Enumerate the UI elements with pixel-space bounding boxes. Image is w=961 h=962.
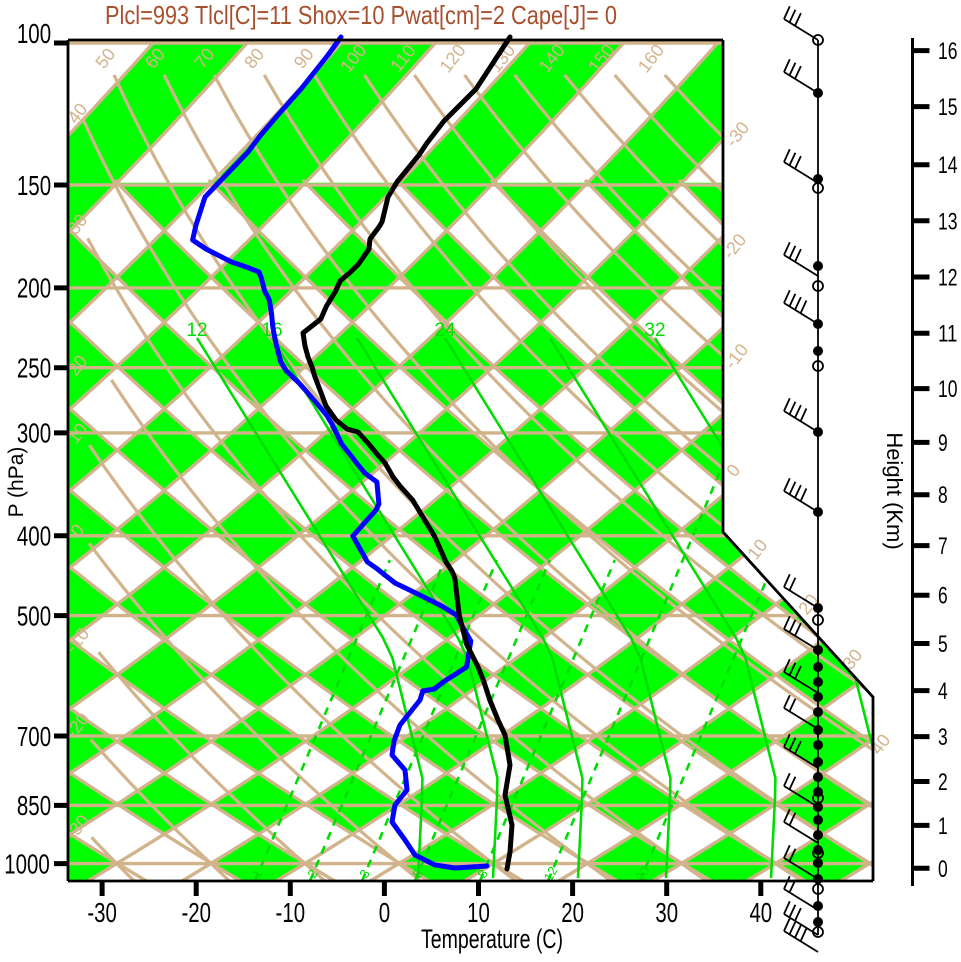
- svg-text:Height (Km): Height (Km): [882, 432, 907, 549]
- svg-text:12: 12: [540, 864, 560, 884]
- svg-text:400: 400: [17, 521, 51, 552]
- svg-text:850: 850: [17, 790, 51, 821]
- svg-text:4: 4: [938, 678, 948, 705]
- svg-text:15: 15: [938, 94, 958, 121]
- svg-text:20: 20: [561, 897, 584, 928]
- svg-text:1000: 1000: [4, 848, 50, 879]
- svg-text:6: 6: [938, 583, 948, 610]
- svg-text:150: 150: [17, 170, 51, 201]
- svg-text:-30: -30: [87, 897, 117, 928]
- svg-text:Plcl=993 Tlcl[C]=11 Shox=10 Pw: Plcl=993 Tlcl[C]=11 Shox=10 Pwat[cm]=2 C…: [105, 0, 617, 30]
- svg-text:-10: -10: [276, 897, 306, 928]
- svg-text:100: 100: [17, 18, 51, 49]
- svg-text:9: 9: [938, 430, 948, 457]
- svg-text:11: 11: [938, 321, 958, 348]
- svg-text:0: 0: [379, 897, 390, 928]
- svg-text:700: 700: [17, 721, 51, 752]
- svg-text:32: 32: [644, 320, 665, 341]
- svg-text:10: 10: [467, 897, 490, 928]
- svg-text:10: 10: [938, 376, 958, 403]
- svg-text:3: 3: [938, 724, 948, 751]
- svg-text:0: 0: [938, 856, 948, 883]
- svg-text:12: 12: [938, 265, 958, 292]
- svg-text:P (hPa): P (hPa): [5, 447, 28, 518]
- svg-text:2: 2: [938, 769, 948, 796]
- svg-text:14: 14: [938, 152, 958, 179]
- svg-text:12: 12: [186, 320, 207, 341]
- svg-text:300: 300: [17, 418, 51, 449]
- svg-text:20: 20: [632, 864, 652, 884]
- svg-text:24: 24: [434, 320, 456, 341]
- svg-text:200: 200: [17, 273, 51, 304]
- svg-text:1: 1: [938, 813, 948, 840]
- svg-text:7: 7: [938, 533, 948, 560]
- svg-text:16: 16: [938, 38, 958, 65]
- svg-text:40: 40: [749, 897, 772, 928]
- svg-text:500: 500: [17, 600, 51, 631]
- svg-text:8: 8: [938, 482, 948, 509]
- svg-text:Temperature (C): Temperature (C): [421, 924, 563, 954]
- svg-text:13: 13: [938, 208, 958, 235]
- svg-text:30: 30: [655, 897, 678, 928]
- svg-text:5: 5: [938, 631, 948, 658]
- svg-text:-20: -20: [181, 897, 211, 928]
- svg-text:250: 250: [17, 353, 51, 384]
